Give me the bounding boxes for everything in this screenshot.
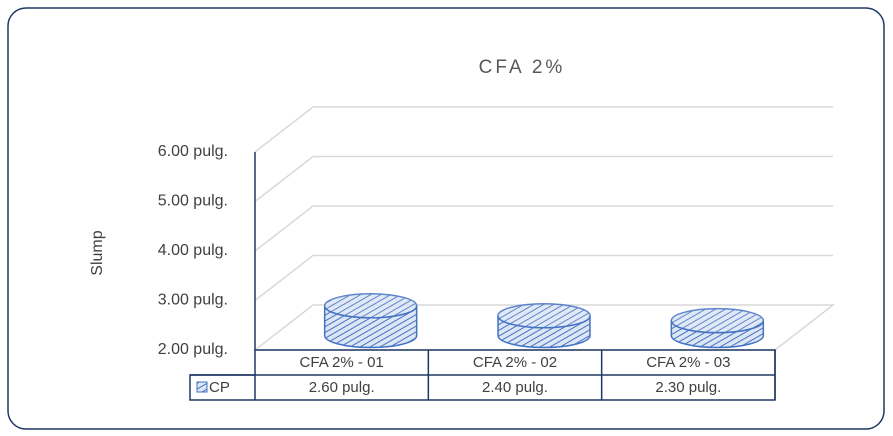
- y-axis-label: Slump: [89, 230, 106, 275]
- x-tick-label: CFA 2% - 02: [473, 354, 557, 371]
- grid-line: [254, 205, 833, 252]
- y-tick-label: 5.00 pulg.: [158, 193, 228, 210]
- legend-label: CP: [209, 379, 230, 396]
- value-label: 2.60 pulg.: [309, 379, 375, 396]
- y-tick-label: 3.00 pulg.: [158, 292, 228, 309]
- cylinder-top: [323, 293, 418, 319]
- y-tick-label: 2.00 pulg.: [158, 341, 228, 358]
- cylinder-top: [670, 307, 765, 334]
- grid-line: [254, 254, 833, 302]
- cylinder-top: [497, 302, 591, 329]
- y-tick-label: 6.00 pulg.: [158, 143, 228, 160]
- chart-title: CFA 2%: [479, 57, 566, 78]
- grid-line: [254, 155, 833, 203]
- y-tick-label: 4.00 pulg.: [158, 242, 228, 259]
- grid-line: [254, 106, 833, 153]
- value-label: 2.40 pulg.: [482, 379, 548, 396]
- value-label: 2.30 pulg.: [655, 379, 721, 396]
- x-tick-label: CFA 2% - 01: [300, 354, 384, 371]
- legend-swatch: [196, 381, 208, 393]
- chart-frame: [7, 7, 885, 430]
- x-tick-label: CFA 2% - 03: [646, 354, 730, 371]
